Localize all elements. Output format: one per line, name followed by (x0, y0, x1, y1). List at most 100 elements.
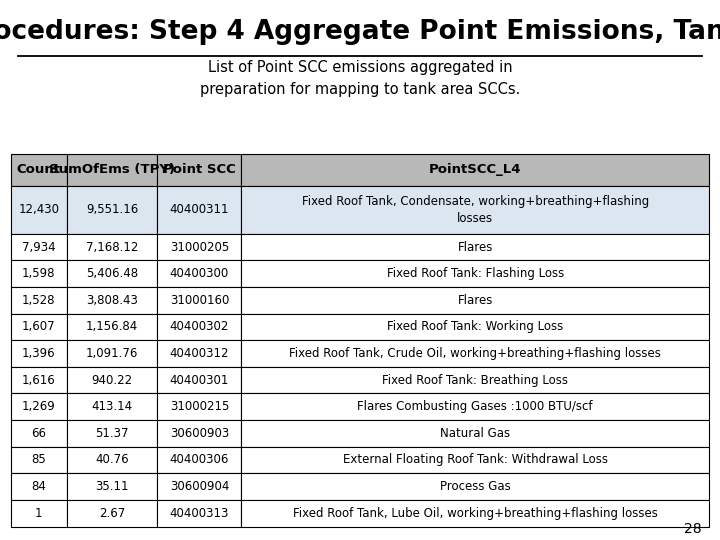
Bar (241, 367, 709, 394)
Text: 51.37: 51.37 (95, 427, 129, 440)
Text: 7,168.12: 7,168.12 (86, 240, 138, 254)
Text: 2.67: 2.67 (99, 507, 125, 519)
Bar (158, 186, 241, 234)
Bar (241, 447, 709, 473)
Text: 40400300: 40400300 (170, 267, 229, 280)
Text: 12,430: 12,430 (18, 203, 59, 217)
Text: 1,156.84: 1,156.84 (86, 320, 138, 333)
Text: Fixed Roof Tank: Working Loss: Fixed Roof Tank: Working Loss (387, 320, 563, 333)
Text: 30600903: 30600903 (170, 427, 229, 440)
Bar (241, 234, 709, 260)
Text: 413.14: 413.14 (91, 400, 132, 413)
Text: 35.11: 35.11 (95, 480, 129, 493)
Bar (11, 500, 67, 526)
Text: Fixed Roof Tank, Crude Oil, working+breathing+flashing losses: Fixed Roof Tank, Crude Oil, working+brea… (289, 347, 661, 360)
Text: Fixed Roof Tank: Breathing Loss: Fixed Roof Tank: Breathing Loss (382, 374, 568, 387)
Text: List of Point SCC emissions aggregated in
preparation for mapping to tank area S: List of Point SCC emissions aggregated i… (200, 60, 520, 97)
Bar (67, 340, 158, 367)
Bar (158, 473, 241, 500)
Text: 30600904: 30600904 (170, 480, 229, 493)
Bar (241, 154, 709, 186)
Bar (67, 186, 158, 234)
Bar (11, 154, 67, 186)
Bar (11, 394, 67, 420)
Bar (67, 473, 158, 500)
Text: Flares Combusting Gases :1000 BTU/scf: Flares Combusting Gases :1000 BTU/scf (358, 400, 593, 413)
Text: Flares: Flares (457, 240, 493, 254)
Text: 31000215: 31000215 (170, 400, 229, 413)
Bar (241, 500, 709, 526)
Text: SumOfEms (TPY): SumOfEms (TPY) (49, 164, 175, 177)
Text: 9,551.16: 9,551.16 (86, 203, 138, 217)
Text: 940.22: 940.22 (91, 374, 132, 387)
Bar (67, 420, 158, 447)
Bar (241, 473, 709, 500)
Text: External Floating Roof Tank: Withdrawal Loss: External Floating Roof Tank: Withdrawal … (343, 454, 608, 467)
Bar (158, 260, 241, 287)
Text: 1,269: 1,269 (22, 400, 55, 413)
Bar (11, 447, 67, 473)
Text: 40400312: 40400312 (170, 347, 229, 360)
Bar (158, 500, 241, 526)
Bar (67, 447, 158, 473)
Text: 40.76: 40.76 (95, 454, 129, 467)
Bar (11, 314, 67, 340)
Bar (158, 447, 241, 473)
Text: 66: 66 (31, 427, 46, 440)
Bar (241, 340, 709, 367)
Text: 5,406.48: 5,406.48 (86, 267, 138, 280)
Text: PointSCC_L4: PointSCC_L4 (429, 164, 521, 177)
Text: 1,598: 1,598 (22, 267, 55, 280)
Bar (11, 186, 67, 234)
Bar (67, 500, 158, 526)
Bar (158, 287, 241, 314)
Text: 3,808.43: 3,808.43 (86, 294, 138, 307)
Text: 1,091.76: 1,091.76 (86, 347, 138, 360)
Bar (67, 154, 158, 186)
Bar (67, 260, 158, 287)
Text: 40400301: 40400301 (170, 374, 229, 387)
Bar (11, 420, 67, 447)
Bar (11, 287, 67, 314)
Text: 1,528: 1,528 (22, 294, 55, 307)
Text: 40400306: 40400306 (170, 454, 229, 467)
Bar (67, 287, 158, 314)
Text: 1,607: 1,607 (22, 320, 55, 333)
Bar (158, 314, 241, 340)
Bar (67, 234, 158, 260)
Bar (241, 314, 709, 340)
Bar (158, 154, 241, 186)
Text: Flares: Flares (457, 294, 493, 307)
Text: 1,616: 1,616 (22, 374, 55, 387)
Bar (241, 287, 709, 314)
Text: Fixed Roof Tank, Condensate, working+breathing+flashing
losses: Fixed Roof Tank, Condensate, working+bre… (302, 195, 649, 225)
Text: Procedures: Step 4 Aggregate Point Emissions, Tanks: Procedures: Step 4 Aggregate Point Emiss… (0, 19, 720, 45)
Text: Fixed Roof Tank, Lube Oil, working+breathing+flashing losses: Fixed Roof Tank, Lube Oil, working+breat… (293, 507, 657, 519)
Bar (67, 314, 158, 340)
Bar (241, 394, 709, 420)
Text: 31000160: 31000160 (170, 294, 229, 307)
Text: 40400311: 40400311 (170, 203, 229, 217)
Bar (158, 234, 241, 260)
Text: 31000205: 31000205 (170, 240, 229, 254)
Bar (11, 260, 67, 287)
Bar (241, 420, 709, 447)
Text: 40400313: 40400313 (170, 507, 229, 519)
Text: 1: 1 (35, 507, 42, 519)
Text: Point SCC: Point SCC (163, 164, 235, 177)
Text: Fixed Roof Tank: Flashing Loss: Fixed Roof Tank: Flashing Loss (387, 267, 564, 280)
Bar (11, 367, 67, 394)
Bar (11, 473, 67, 500)
Bar (158, 367, 241, 394)
Bar (158, 340, 241, 367)
Text: Count: Count (17, 164, 60, 177)
Text: 84: 84 (31, 480, 46, 493)
Bar (241, 260, 709, 287)
Bar (158, 394, 241, 420)
Text: 28: 28 (685, 522, 702, 536)
Text: Natural Gas: Natural Gas (440, 427, 510, 440)
Text: Process Gas: Process Gas (440, 480, 510, 493)
Bar (11, 234, 67, 260)
Bar (67, 367, 158, 394)
Text: 85: 85 (32, 454, 46, 467)
